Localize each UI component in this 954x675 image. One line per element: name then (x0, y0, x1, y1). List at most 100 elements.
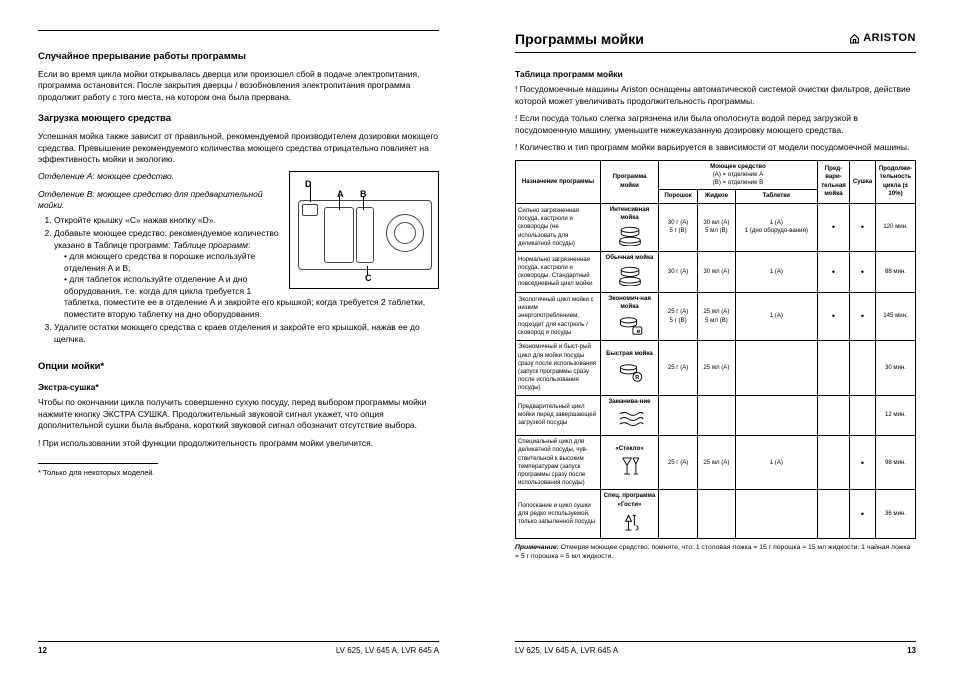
cell-dry: • (850, 436, 876, 490)
th-duration: Продолжи-тельность цикла (± 10%) (876, 160, 916, 203)
cell-desc: Специальный цикл для деликатной посуды, … (516, 436, 601, 490)
cell-liquid: 30 мл (A) (698, 252, 735, 292)
program-icon (602, 408, 657, 433)
cell-duration: 120 мин. (876, 203, 916, 252)
cell-desc: Экологичный цикл мойки с низким энергопо… (516, 292, 601, 341)
program-icon: R (602, 360, 657, 385)
cell-prewash (818, 436, 850, 490)
svg-text:e: e (636, 328, 640, 335)
th-detergent: Моющее средство (A) = отделение A (B) = … (659, 160, 818, 190)
table-row: Нормально загрязненная посуда, кастрюли … (516, 252, 916, 292)
cell-powder (659, 395, 698, 435)
cell-liquid: 30 мл (A) 5 мл (B) (698, 203, 735, 252)
table-row: Полоскание и цикл сушки для редко исполь… (516, 490, 916, 539)
heading-extra-dry: Экстра-сушка* (38, 382, 439, 393)
cell-desc: Нормально загрязненная посуда, кастрюли … (516, 252, 601, 292)
diagram-label-c: C (365, 272, 372, 284)
cell-duration: 12 мин. (876, 395, 916, 435)
para-extra-dry-warn: ! При использовании этой функции продолж… (38, 438, 439, 449)
cell-program: Обычная мойка (601, 252, 659, 292)
step-3: Удалите остатки моющего средства с краев… (54, 322, 439, 345)
footer-left: 12 LV 625, LV 645 A, LVR 645 A (38, 641, 439, 657)
cell-powder: 30 г (A) (659, 252, 698, 292)
house-icon (849, 33, 860, 44)
table-note-1: ! Посудомоечные машины Ariston оснащены … (515, 84, 916, 107)
cell-prewash: • (818, 292, 850, 341)
th-purpose: Назначение программы (516, 160, 601, 203)
table-note-2: ! Если посуда только слегка загрязнена и… (515, 113, 916, 136)
program-icon: e (602, 313, 657, 338)
table-row: Предварительный цикл мойки перед заверша… (516, 395, 916, 435)
page-title: Программы мойки (515, 30, 644, 49)
cell-duration: 36 мин. (876, 490, 916, 539)
program-icon (602, 511, 657, 536)
cell-duration: 30 мин. (876, 341, 916, 395)
cell-tablet: 1 (A) (735, 252, 817, 292)
cell-tablet: 1 (A) (735, 292, 817, 341)
page-13: Программы мойки ARISTON Таблица программ… (477, 0, 954, 675)
th-program: Программа мойки (601, 160, 659, 203)
table-row: Сильно загрязненная посуда, кастрюли и с… (516, 203, 916, 252)
cell-program: Быстрая мойкаR (601, 341, 659, 395)
cell-liquid (698, 490, 735, 539)
cell-dry (850, 341, 876, 395)
cell-desc: Полоскание и цикл сушки для редко исполь… (516, 490, 601, 539)
cell-liquid: 25 мл (A) (698, 436, 735, 490)
heading-wash-options: Опции мойки* (38, 361, 439, 374)
page-spread: Случайное прерывание работы программы Ес… (0, 0, 954, 675)
cell-liquid (698, 395, 735, 435)
program-icon (602, 264, 657, 289)
cell-program: Замачива-ние (601, 395, 659, 435)
cell-prewash (818, 341, 850, 395)
dispenser-diagram: D A B C (289, 171, 439, 289)
model-list: LV 625, LV 645 A, LVR 645 A (336, 646, 439, 657)
table-row: Экологичный цикл мойки с низким энергопо… (516, 292, 916, 341)
svg-text:R: R (635, 376, 640, 382)
cell-tablet (735, 341, 817, 395)
cell-liquid: 25 мл (A) (698, 341, 735, 395)
cell-liquid: 25 мл (A) 5 мл (B) (698, 292, 735, 341)
cell-tablet (735, 395, 817, 435)
cell-dry: • (850, 490, 876, 539)
cell-prewash (818, 490, 850, 539)
cell-program: Экономич-ная мойкаe (601, 292, 659, 341)
cell-program: «Стекло» (601, 436, 659, 490)
page-header: Программы мойки ARISTON (515, 30, 916, 53)
heading-table: Таблица программ мойки (515, 69, 916, 80)
program-icon (602, 224, 657, 249)
cell-tablet (735, 490, 817, 539)
cell-duration: 98 мин. (876, 436, 916, 490)
cell-powder (659, 490, 698, 539)
cell-prewash: • (818, 203, 850, 252)
cell-program: Интенсивная мойка (601, 203, 659, 252)
footnote: * Только для некоторых моделей. (38, 468, 439, 478)
diagram-label-a: A (337, 188, 344, 200)
page-number: 12 (38, 646, 47, 657)
para-detergent: Успешная мойка также зависит от правильн… (38, 131, 439, 165)
para-extra-dry: Чтобы по окончании цикла получить соверш… (38, 397, 439, 431)
th-liquid: Жидкое (698, 190, 735, 203)
th-powder: Порошок (659, 190, 698, 203)
cell-powder: 25 г (A) (659, 341, 698, 395)
cell-powder: 30 г (A) 5 г (B) (659, 203, 698, 252)
table-row: Экономичный и быст-рый цикл для мойки по… (516, 341, 916, 395)
page-12: Случайное прерывание работы программы Ес… (0, 0, 477, 675)
page-number: 13 (907, 646, 916, 657)
wash-programs-table: Назначение программы Программа мойки Мою… (515, 160, 916, 539)
th-dry: Сушка (850, 160, 876, 203)
cell-powder: 25 г (A) 5 г (B) (659, 292, 698, 341)
cell-dry: • (850, 252, 876, 292)
cell-dry (850, 395, 876, 435)
cell-desc: Экономичный и быст-рый цикл для мойки по… (516, 341, 601, 395)
cell-dry: • (850, 203, 876, 252)
cell-prewash (818, 395, 850, 435)
cell-desc: Сильно загрязненная посуда, кастрюли и с… (516, 203, 601, 252)
heading-detergent: Загрузка моющего средства (38, 113, 439, 126)
cell-tablet: 1 (A) (735, 436, 817, 490)
heading-interrupt: Случайное прерывание работы программы (38, 51, 439, 64)
measure-note: Примечание: Отмеряя моющее средство, пом… (515, 543, 916, 561)
cell-tablet: 1 (A) 1 (дно оборудо-вания) (735, 203, 817, 252)
footer-right: LV 625, LV 645 A, LVR 645 A 13 (515, 641, 916, 657)
cell-duration: 145 мин. (876, 292, 916, 341)
table-row: Специальный цикл для деликатной посуды, … (516, 436, 916, 490)
